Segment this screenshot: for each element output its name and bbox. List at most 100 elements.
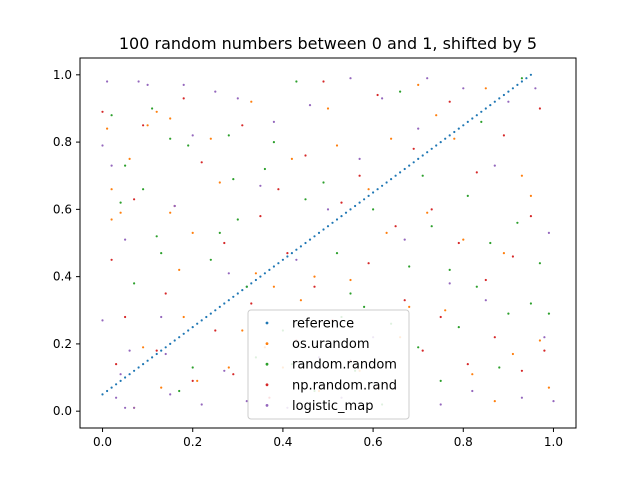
data-point — [124, 376, 127, 379]
data-point — [272, 265, 275, 268]
data-point — [232, 295, 235, 298]
data-point — [520, 80, 524, 83]
data-point — [178, 336, 181, 339]
data-point — [462, 124, 465, 127]
data-point — [511, 255, 514, 258]
data-point — [259, 275, 262, 278]
data-point — [245, 400, 248, 403]
data-point — [430, 208, 433, 211]
data-point — [529, 302, 533, 305]
data-point — [466, 120, 469, 123]
data-point — [453, 130, 456, 134]
data-point — [444, 137, 447, 140]
data-point — [448, 268, 451, 271]
data-point — [372, 191, 375, 194]
data-point — [529, 194, 533, 197]
data-point — [124, 406, 127, 409]
data-point — [367, 188, 370, 191]
data-point — [457, 127, 460, 130]
legend-label: reference — [292, 317, 354, 332]
x-tick-label: 0.4 — [273, 435, 292, 449]
data-point — [169, 393, 172, 396]
data-point — [313, 285, 316, 288]
data-point — [489, 241, 492, 245]
data-point — [272, 120, 275, 123]
data-point — [281, 258, 284, 261]
data-point — [286, 252, 289, 255]
data-point — [335, 252, 339, 255]
data-point — [426, 151, 429, 154]
data-point — [412, 161, 415, 164]
data-point — [538, 262, 542, 265]
data-point — [191, 231, 194, 234]
y-tick-label: 0.6 — [53, 202, 72, 216]
data-point — [227, 299, 230, 302]
data-point — [169, 211, 172, 214]
data-point — [151, 356, 154, 359]
data-point — [552, 400, 555, 403]
data-point — [340, 215, 343, 218]
data-point — [146, 359, 149, 362]
data-point — [417, 157, 420, 160]
data-point — [475, 171, 478, 174]
data-point — [417, 127, 420, 130]
data-point — [223, 241, 226, 245]
data-point — [250, 282, 253, 285]
data-point — [547, 231, 551, 234]
chart-title: 100 random numbers between 0 and 1, shif… — [119, 34, 537, 53]
data-point — [263, 272, 266, 275]
data-point — [340, 201, 343, 204]
data-point — [115, 363, 118, 366]
data-point — [124, 238, 127, 241]
data-point — [313, 235, 316, 238]
data-point — [543, 336, 546, 339]
data-point — [507, 312, 510, 315]
x-tick-label: 0.0 — [93, 435, 112, 449]
data-point — [516, 83, 519, 86]
data-point — [164, 292, 167, 295]
data-point — [475, 114, 478, 117]
data-point — [124, 315, 127, 319]
data-point — [394, 225, 397, 228]
data-point — [403, 238, 406, 241]
data-point — [160, 349, 163, 352]
data-point — [529, 215, 533, 218]
data-point — [155, 110, 158, 113]
data-point — [493, 100, 496, 103]
data-point — [169, 342, 172, 345]
data-point — [489, 104, 492, 107]
data-point — [480, 120, 483, 123]
data-point — [191, 326, 194, 329]
data-point — [376, 188, 379, 191]
data-point — [493, 336, 496, 339]
data-point — [250, 302, 253, 305]
data-point — [403, 299, 406, 302]
data-point — [403, 167, 406, 171]
data-point — [227, 272, 230, 275]
data-point — [160, 252, 163, 255]
data-point — [115, 396, 118, 399]
data-point — [151, 107, 154, 110]
data-point — [137, 80, 140, 83]
legend-label: np.random.rand — [292, 378, 397, 393]
data-point — [502, 93, 505, 97]
data-point — [254, 272, 257, 275]
data-point — [507, 100, 510, 103]
data-point — [232, 373, 235, 376]
data-point — [376, 93, 379, 97]
data-point — [178, 389, 181, 393]
data-point — [133, 406, 136, 409]
data-point — [471, 389, 474, 393]
data-point — [128, 349, 131, 352]
data-point — [182, 332, 185, 335]
data-point — [462, 238, 465, 241]
data-point — [448, 282, 451, 285]
data-point — [115, 383, 118, 386]
data-point — [385, 231, 388, 234]
data-point — [110, 188, 113, 191]
data-point — [124, 164, 127, 167]
data-point — [241, 124, 244, 127]
data-point — [133, 198, 136, 201]
data-point — [304, 154, 307, 157]
data-point — [547, 312, 551, 315]
